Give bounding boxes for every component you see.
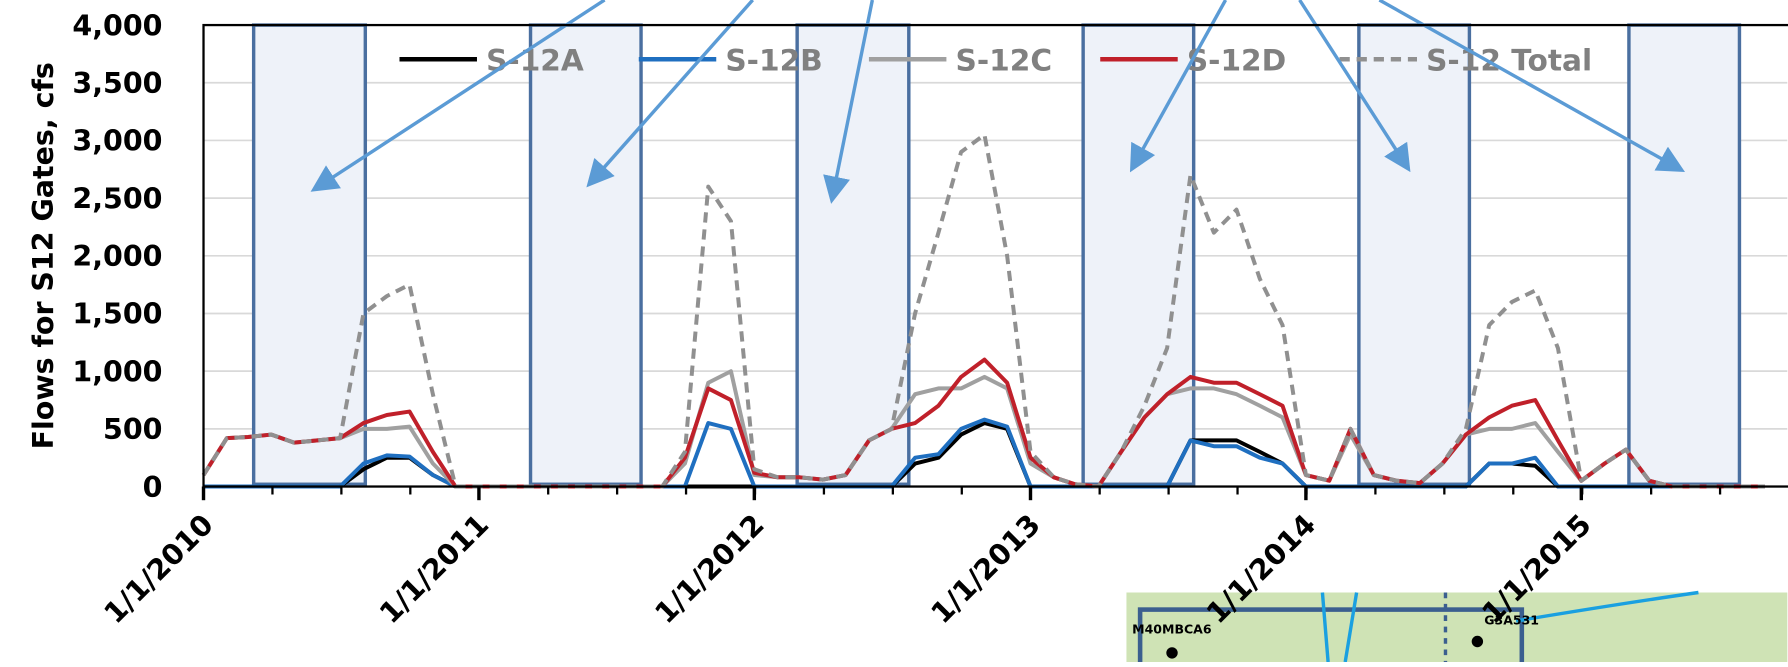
legend-label: S-12A [486,44,584,78]
chart: 0 500 1,000 1,500 2,000 2,500 3,000 3,500 4,000 F… [0,0,1788,662]
inset-station [1166,647,1177,658]
x-tick-label: 1/1/2010 [98,508,220,630]
season-box [531,25,642,484]
y-tick-label: 3,000 [72,125,162,158]
y-tick-label: 500 [103,413,162,446]
legend-label: S-12D [1187,44,1286,78]
season-box [1359,25,1470,484]
arrows [316,0,1679,197]
plot-lines [204,135,1765,487]
y-axis-title: Flows for S12 Gates, cfs [27,62,60,449]
series-line [204,135,1765,487]
y-tick-label: 2,500 [72,182,162,215]
legend-label: S-12B [725,44,822,78]
y-tick-label: 1,000 [72,355,162,388]
y-tick-label: 0 [143,471,163,504]
x-tick-label: 1/1/2013 [925,508,1047,630]
y-tick-label: 2,000 [72,240,162,273]
x-tick-label: 1/1/2011 [373,508,495,630]
inset-label: M40MBCA6 [1132,622,1212,637]
inset-station [1472,636,1483,647]
season-box [254,25,366,484]
y-tick-label: 3,500 [72,67,162,100]
legend-label: S-12C [956,44,1053,78]
season-box [1629,25,1740,484]
page: 0 500 1,000 1,500 2,000 2,500 3,000 3,500 4,000 F… [0,0,1788,662]
y-tick-label: 1,500 [72,298,162,331]
x-tick-label: 1/1/2012 [649,508,771,630]
y-tick-label: 4,000 [72,9,162,42]
dry-season-boxes [254,25,1740,484]
